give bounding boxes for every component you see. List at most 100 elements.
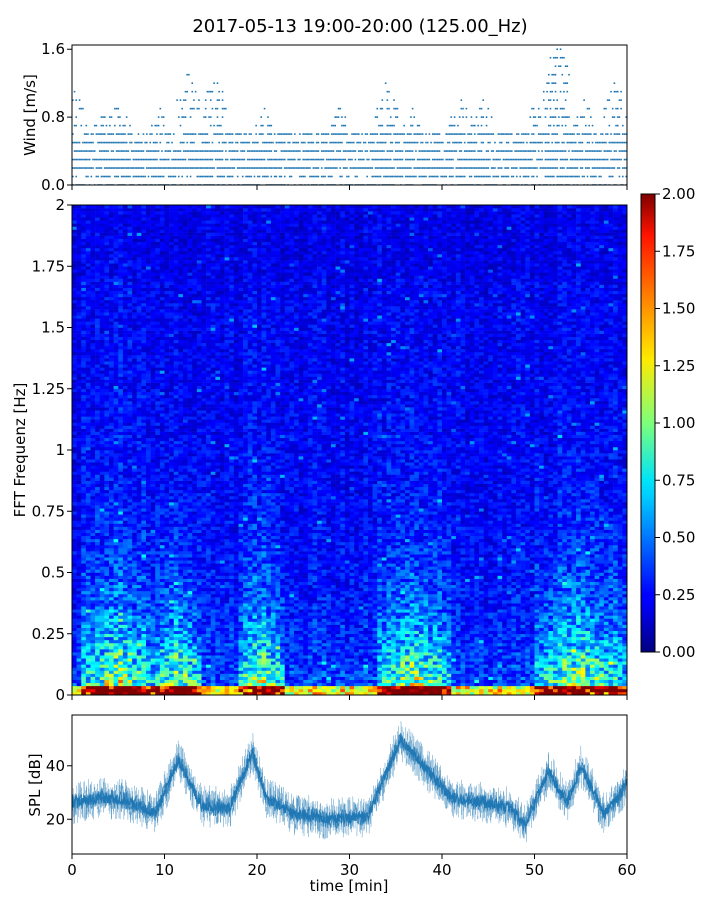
spectrogram-cell [136, 544, 142, 549]
wind-point [583, 158, 585, 161]
spectrogram-cell [113, 615, 119, 619]
spectrogram-cell [113, 609, 119, 613]
spectrogram-cell [150, 676, 156, 680]
spectrogram-cell [81, 232, 87, 236]
spectrogram-cell [81, 257, 87, 261]
spectrogram-cell [127, 511, 133, 515]
spectrogram-cell [136, 639, 142, 644]
spectrogram-cell [81, 655, 87, 659]
spectrogram-cell [122, 691, 128, 696]
spectrogram-cell [132, 691, 138, 696]
wind-point [241, 167, 244, 169]
spectrogram-cell [122, 443, 128, 448]
spectrogram-cell [146, 667, 151, 671]
spectrogram-cell [90, 330, 96, 334]
wind-point [332, 141, 335, 144]
spectrogram-cell [150, 612, 156, 616]
wind-point [425, 133, 427, 135]
wind-point [277, 167, 279, 169]
spectrogram-cell [122, 208, 128, 212]
wind-point [122, 141, 125, 144]
spectrogram-cell [127, 652, 133, 656]
spectrogram-cell [113, 437, 119, 442]
spectrogram-cell [99, 382, 105, 386]
wind-point [117, 167, 120, 169]
spectrogram-cell [118, 480, 124, 484]
wind-point [149, 141, 152, 144]
wind-point [584, 167, 587, 169]
spectrogram-cell [72, 223, 77, 227]
wind-point [435, 175, 437, 178]
spectrogram-cell [104, 655, 110, 659]
wind-point [564, 99, 567, 101]
spectrogram-cell [132, 642, 138, 647]
spectrogram-cell [104, 413, 110, 417]
spectrogram-cell [81, 465, 87, 469]
spectrogram-cell [136, 293, 142, 298]
spectrogram-cell [150, 627, 156, 631]
spectrogram-cell [146, 569, 151, 573]
spectrogram-cell [132, 646, 138, 650]
spectrogram-cell [146, 502, 151, 506]
spectrogram-cell [118, 355, 124, 359]
spectrogram-cell [122, 624, 128, 628]
spectrogram-cell [109, 633, 114, 638]
wind-point [413, 158, 416, 161]
spectrogram-cell [76, 517, 82, 521]
wind-point [458, 116, 461, 118]
spectrogram-cell [146, 560, 151, 564]
spectrogram-cell [141, 309, 147, 313]
spectrogram-cell [81, 495, 87, 500]
spectrogram-cell [76, 489, 82, 494]
spectrogram-cell [136, 321, 142, 325]
spectrogram-cell [90, 446, 96, 451]
spectrogram-cell [141, 299, 147, 304]
wind-point [297, 150, 300, 152]
wind-point [156, 167, 158, 169]
wind-point [213, 150, 215, 152]
spectrogram-cell [127, 367, 133, 371]
spectrogram-cell [95, 450, 101, 454]
wind-point [411, 107, 414, 110]
spectrogram-cell [150, 425, 156, 429]
spectrogram-cell [76, 581, 82, 586]
spectrogram-cell [109, 254, 114, 258]
wind-point [97, 158, 99, 161]
wind-point [559, 56, 562, 59]
spectrogram-cell [136, 269, 142, 273]
spectrogram-cell [81, 238, 87, 243]
spectrogram-cell [127, 603, 133, 607]
wind-point [137, 133, 140, 135]
spectrogram-cell [99, 217, 105, 221]
wind-point [536, 167, 538, 169]
spectrogram-cell [118, 554, 124, 558]
wind-point [156, 124, 158, 127]
spectrogram-cell [146, 226, 151, 230]
spectrogram-cell [146, 385, 151, 390]
wind-point [198, 150, 200, 152]
spectrogram-cell [136, 600, 142, 604]
spectrogram-cell [109, 468, 114, 472]
spectrogram-cell [122, 336, 128, 341]
wind-point [235, 141, 237, 144]
wind-point [450, 167, 453, 169]
wind-point [246, 150, 249, 152]
spectrogram-cell [141, 600, 147, 604]
wind-point [457, 141, 459, 144]
wind-point [324, 133, 326, 135]
wind-point [527, 133, 530, 135]
spectrogram-cell [150, 459, 156, 463]
wind-point [231, 175, 234, 178]
spectrogram-cell [127, 606, 133, 610]
spectrogram-cell [104, 682, 110, 687]
wind-point [156, 158, 158, 161]
wind-point [265, 141, 268, 144]
spectrogram-cell [109, 639, 114, 644]
wind-point [558, 65, 560, 68]
spectrogram-cell [136, 514, 142, 518]
spectrogram-cell [132, 382, 138, 386]
spectrogram-cell [72, 446, 77, 451]
wind-point [299, 158, 301, 161]
spectrogram-cell [132, 407, 138, 411]
spectrogram-cell [136, 223, 142, 227]
